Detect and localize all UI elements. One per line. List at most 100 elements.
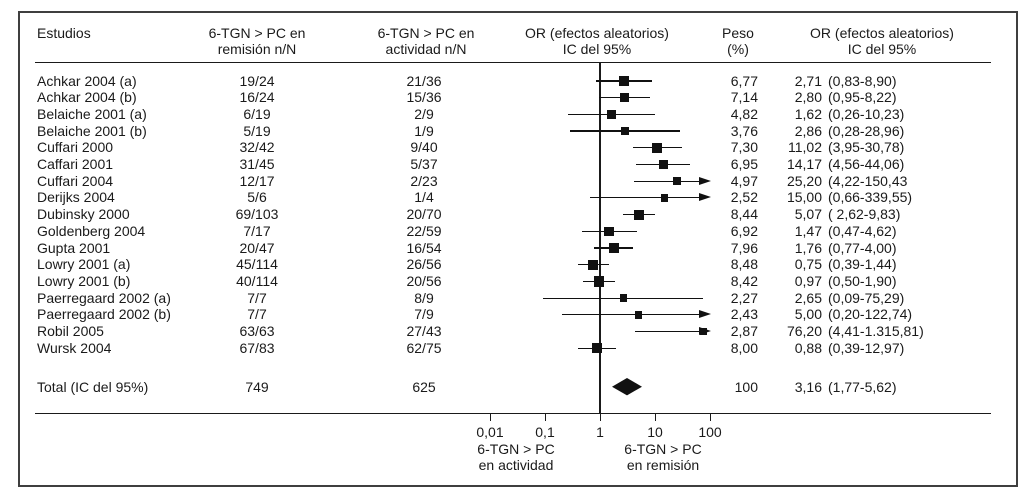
- column-header-actividad-line2: actividad n/N: [385, 41, 467, 57]
- column-header-or-line1: OR (efectos aleatorios): [810, 25, 954, 41]
- study-label: Paerregaard 2002 (b): [37, 306, 171, 323]
- or-value: 2,86: [794, 122, 822, 139]
- peso-value: 4,82: [730, 105, 758, 122]
- total-label: Total (IC del 95%): [37, 379, 149, 395]
- column-header-or: OR (efectos aleatorios) IC del 95%: [810, 25, 954, 57]
- or-value: 0,75: [794, 256, 822, 273]
- study-label: Caffari 2001: [37, 156, 114, 172]
- ci-value: (0,20-122,74): [828, 306, 913, 323]
- remision-value: 69/103: [235, 206, 279, 223]
- ci-value: (0,83-8,90): [828, 72, 897, 89]
- peso-value: 2,87: [730, 323, 758, 339]
- or-value: 1,47: [794, 222, 822, 239]
- axis-annotation-left-line1: 6-TGN > PC: [477, 441, 555, 457]
- or-value: 0,88: [794, 339, 822, 356]
- column-header-plot-line1: OR (efectos aleatorios): [525, 25, 669, 41]
- remision-value: 32/42: [239, 139, 275, 156]
- ci-value: (0,66-339,55): [828, 189, 913, 206]
- peso-value: 8,42: [730, 272, 758, 289]
- or-value: 1,76: [794, 239, 822, 256]
- or-marker: [588, 259, 599, 270]
- remision-value: 6/19: [243, 105, 271, 122]
- or-value: 1,62: [794, 105, 822, 122]
- actividad-value: 27/43: [406, 323, 442, 339]
- or-value: 2,80: [794, 89, 822, 106]
- remision-value: 31/45: [239, 156, 275, 172]
- ci-value: (0,26-10,23): [828, 105, 905, 122]
- total-actividad-value: 625: [412, 379, 436, 395]
- or-marker: [619, 294, 627, 302]
- peso-value: 6,92: [730, 222, 758, 239]
- or-value: 14,17: [786, 156, 822, 172]
- or-value: 5,07: [794, 206, 822, 223]
- axis-tick: [710, 413, 712, 421]
- or-value: 2,65: [794, 289, 822, 306]
- remision-value: 7/17: [243, 222, 271, 239]
- peso-value: 7,30: [730, 139, 758, 156]
- peso-value: 6,95: [730, 156, 758, 172]
- axis-tick-label: 10: [647, 424, 663, 440]
- column-header-peso-line1: Peso: [722, 25, 754, 41]
- axis-annotation-left: 6-TGN > PC en actividad: [477, 441, 554, 473]
- actividad-value: 8/9: [414, 289, 434, 306]
- axis-tick-label: 0,1: [535, 424, 555, 440]
- reference-line: [599, 63, 601, 413]
- total-diamond: [612, 378, 642, 396]
- axis-tick: [545, 413, 547, 421]
- or-marker: [594, 276, 605, 287]
- study-label: Robil 2005: [37, 323, 104, 339]
- actividad-value: 20/56: [406, 272, 442, 289]
- column-header-remision-line2: remisión n/N: [217, 41, 297, 57]
- total-peso-value: 100: [734, 379, 758, 395]
- actividad-value: 2/9: [414, 105, 434, 122]
- or-marker: [660, 194, 669, 202]
- peso-value: 2,27: [730, 289, 758, 306]
- peso-value: 7,14: [730, 89, 758, 106]
- axis-tick-label: 1: [596, 424, 604, 440]
- or-marker: [619, 92, 630, 103]
- column-header-remision: 6-TGN > PC en remisión n/N: [209, 25, 306, 57]
- axis-tick: [600, 413, 602, 421]
- remision-value: 63/63: [239, 323, 275, 339]
- arrow-right-icon: [699, 310, 711, 319]
- actividad-value: 15/36: [406, 89, 442, 106]
- peso-value: 2,52: [730, 189, 758, 206]
- peso-value: 7,96: [730, 239, 758, 256]
- x-axis-line: [35, 413, 991, 415]
- ci-whisker: [635, 330, 700, 333]
- study-label: Lowry 2001 (b): [37, 272, 131, 289]
- actividad-value: 62/75: [406, 339, 442, 356]
- total-or-value: 3,16: [794, 379, 822, 395]
- actividad-value: 7/9: [414, 306, 434, 323]
- or-value: 5,00: [794, 306, 822, 323]
- or-marker: [604, 226, 614, 237]
- column-header-actividad-line1: 6-TGN > PC en: [377, 25, 475, 41]
- remision-value: 20/47: [239, 239, 275, 256]
- actividad-value: 20/70: [406, 206, 442, 223]
- ci-value: (3,95-30,78): [828, 139, 905, 156]
- total-ci-value: (1,77-5,62): [828, 379, 897, 395]
- ci-value: (0,09-75,29): [828, 289, 905, 306]
- header-divider: [35, 62, 991, 64]
- or-marker: [634, 311, 643, 319]
- actividad-value: 9/40: [410, 139, 438, 156]
- remision-value: 45/114: [236, 256, 278, 273]
- remision-value: 67/83: [239, 339, 275, 356]
- column-header-remision-line1: 6-TGN > PC en: [208, 25, 306, 41]
- ci-value: (4,56-44,06): [828, 156, 905, 172]
- study-label: Achkar 2004 (b): [37, 89, 137, 106]
- actividad-value: 2/23: [410, 172, 438, 189]
- study-label: Lowry 2001 (a): [37, 256, 131, 273]
- ci-value: (0,39-1,44): [828, 256, 897, 273]
- ci-value: (0,47-4,62): [828, 222, 897, 239]
- axis-tick: [490, 413, 492, 421]
- peso-value: 8,48: [730, 256, 758, 273]
- study-label: Gupta 2001: [37, 239, 111, 256]
- actividad-value: 22/59: [406, 222, 442, 239]
- ci-value: (0,28-28,96): [828, 122, 905, 139]
- ci-value: (0,95-8,22): [828, 89, 897, 106]
- remision-value: 5/6: [247, 189, 267, 206]
- axis-tick-label: 100: [698, 424, 722, 440]
- axis-annotation-right: 6-TGN > PC en remisión: [624, 441, 701, 473]
